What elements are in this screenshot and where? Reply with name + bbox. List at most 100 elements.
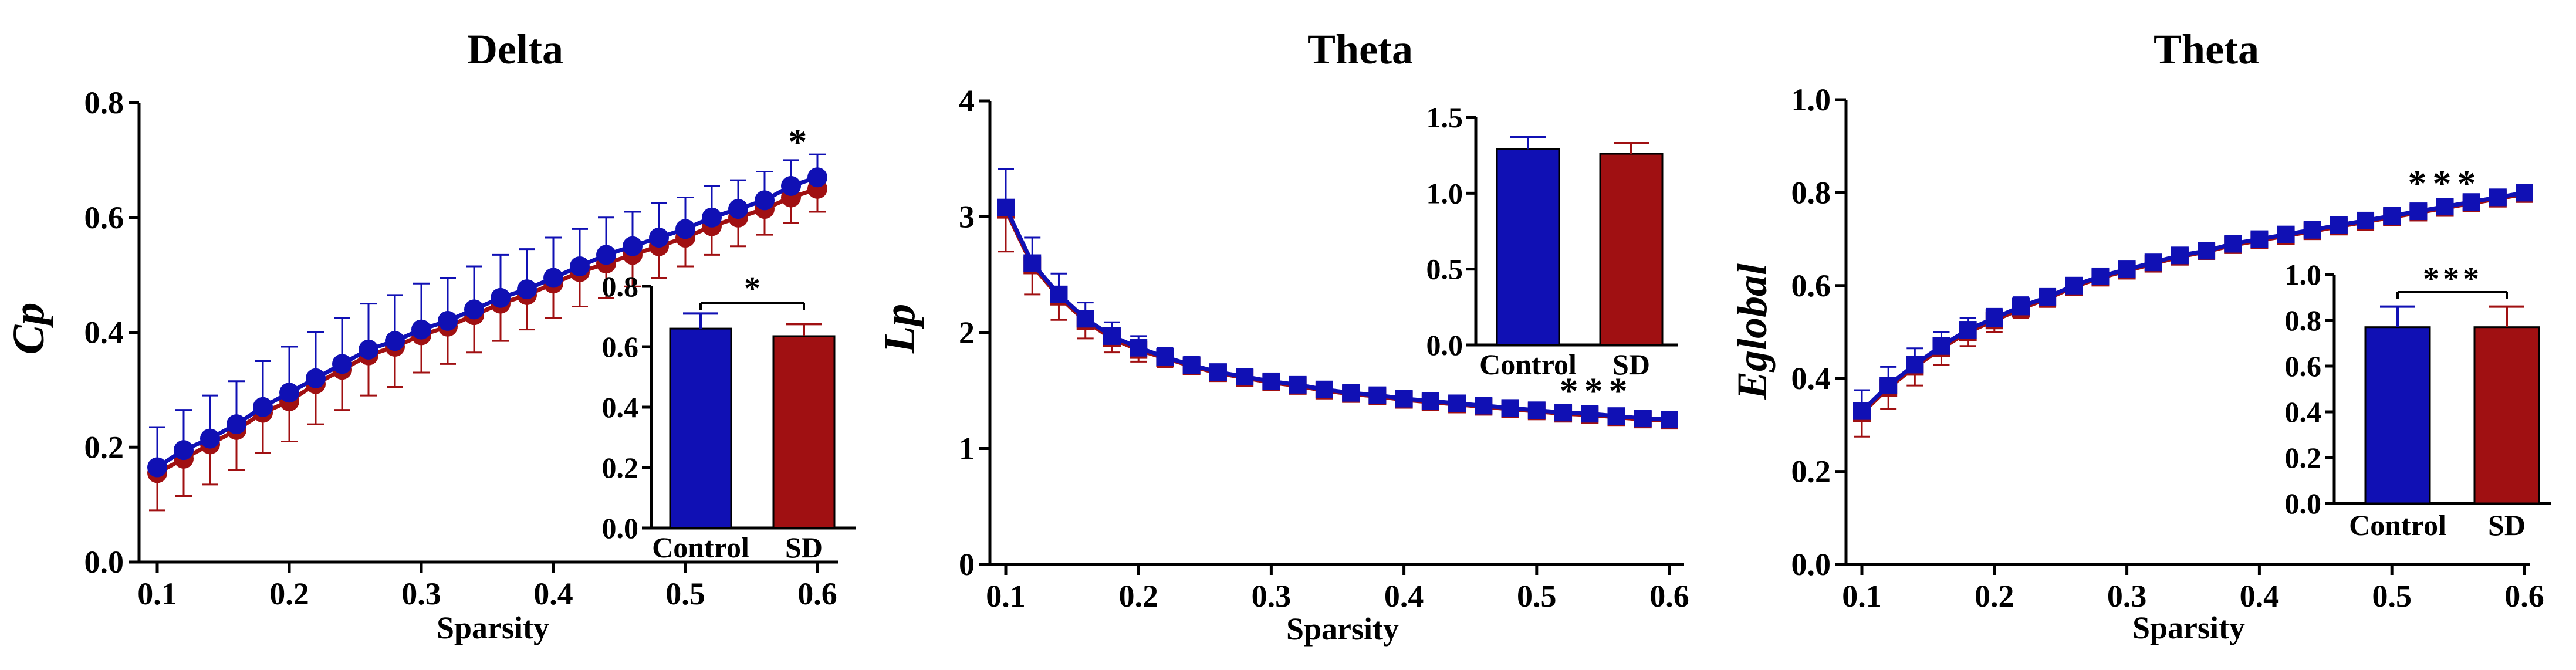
inset-category-label-sd: SD bbox=[2488, 509, 2526, 542]
y-tick-label: 0.6 bbox=[84, 200, 124, 235]
data-point bbox=[2489, 188, 2507, 207]
data-point bbox=[2250, 230, 2269, 248]
data-point bbox=[1932, 337, 1950, 355]
data-point bbox=[1289, 375, 1307, 394]
data-point bbox=[1581, 405, 1599, 423]
data-point bbox=[2357, 211, 2375, 229]
y-tick-label: 0.4 bbox=[84, 315, 124, 350]
x-tick-label: 0.4 bbox=[2240, 578, 2280, 614]
y-tick-label: 1.0 bbox=[1791, 82, 1831, 117]
data-point bbox=[174, 440, 194, 461]
inset-y-tick-label: 0.0 bbox=[602, 512, 639, 544]
x-tick-label: 0.4 bbox=[1384, 578, 1424, 614]
data-point bbox=[359, 339, 378, 360]
data-point bbox=[2171, 246, 2189, 265]
x-tick-label: 0.2 bbox=[1975, 578, 2014, 614]
data-point bbox=[2012, 297, 2030, 316]
panel-theta-eglobal: Theta Eglobal Sparsity 0.0 0.2 0.4 0.6 0.8 1.… bbox=[1729, 26, 2551, 645]
chart-title: Delta bbox=[467, 26, 563, 73]
data-point bbox=[491, 287, 511, 308]
data-point bbox=[147, 457, 167, 478]
data-point bbox=[2383, 207, 2401, 225]
data-point bbox=[517, 279, 537, 300]
inset-y-tick-label: 0.5 bbox=[1426, 253, 1463, 286]
data-point bbox=[2144, 253, 2162, 272]
data-point bbox=[306, 368, 326, 388]
data-point bbox=[2516, 184, 2533, 202]
x-tick-label: 0.1 bbox=[137, 576, 177, 611]
data-point bbox=[2118, 260, 2136, 279]
inset-bar-control bbox=[1496, 148, 1560, 346]
inset-category-label-sd: SD bbox=[1612, 348, 1650, 381]
inset-y-tick-label: 0.6 bbox=[602, 330, 639, 363]
y-axis-label: Cp bbox=[4, 303, 53, 355]
series-control bbox=[997, 168, 1678, 429]
data-point bbox=[781, 175, 801, 196]
x-tick-label: 0.5 bbox=[665, 576, 705, 611]
y-tick-label: 0 bbox=[959, 547, 975, 582]
data-point bbox=[385, 331, 405, 351]
inset-category-label-control: Control bbox=[1479, 348, 1577, 381]
data-point bbox=[411, 319, 431, 340]
inset-y-tick-label: 0.2 bbox=[2285, 441, 2322, 474]
inset-y-tick-label: 0.4 bbox=[602, 391, 639, 424]
data-point bbox=[2224, 235, 2242, 253]
data-point bbox=[1879, 377, 1898, 395]
y-axis-label: Lp bbox=[875, 304, 924, 354]
data-point bbox=[2039, 288, 2057, 306]
chart-title: Theta bbox=[1307, 26, 1413, 73]
data-point bbox=[702, 207, 722, 228]
data-point bbox=[997, 198, 1015, 216]
data-point bbox=[1182, 356, 1201, 374]
data-point bbox=[2303, 221, 2321, 239]
data-point bbox=[279, 383, 299, 403]
y-tick-label: 0.4 bbox=[1791, 361, 1831, 396]
significance-annotation: *** bbox=[1560, 370, 1634, 411]
x-tick-label: 0.5 bbox=[1517, 578, 1557, 614]
y-tick-label: 1 bbox=[959, 431, 975, 466]
x-tick-label: 0.6 bbox=[1649, 578, 1689, 614]
data-point bbox=[728, 199, 748, 219]
data-point bbox=[1906, 356, 1924, 374]
inset-y-tick-label: 1.0 bbox=[1426, 177, 1463, 209]
inset-bar-chart: 0.0 0.5 1.0 1.5 Control SD bbox=[1426, 101, 1678, 381]
x-tick-label: 0.6 bbox=[2504, 578, 2544, 614]
data-point bbox=[1209, 363, 1227, 381]
data-point bbox=[570, 256, 590, 276]
inset-significance-bracket bbox=[699, 302, 805, 310]
inset-significance-bracket bbox=[2396, 291, 2508, 299]
data-point bbox=[1853, 402, 1871, 420]
y-tick-label: 2 bbox=[959, 315, 975, 350]
inset-category-label-control: Control bbox=[2349, 509, 2446, 542]
data-point bbox=[2198, 242, 2216, 260]
data-point bbox=[1315, 380, 1333, 398]
data-point bbox=[543, 268, 563, 288]
data-point bbox=[623, 236, 643, 256]
data-point bbox=[1262, 372, 1280, 390]
inset-bar-chart: 0.0 0.2 0.4 0.6 0.8 Control SD * bbox=[602, 270, 856, 564]
data-point bbox=[1959, 321, 1977, 339]
y-tick-label: 0.2 bbox=[84, 429, 124, 465]
x-axis-label: Sparsity bbox=[2132, 610, 2245, 645]
data-point bbox=[1448, 394, 1466, 412]
x-tick-label: 0.5 bbox=[2372, 578, 2412, 614]
data-point bbox=[1527, 401, 1546, 419]
data-point bbox=[1076, 310, 1094, 328]
y-tick-label: 0.0 bbox=[1791, 547, 1831, 582]
series-control bbox=[147, 153, 827, 478]
y-axis-label: Eglobal bbox=[1729, 263, 1776, 400]
x-tick-label: 0.1 bbox=[986, 578, 1026, 614]
data-point bbox=[1501, 399, 1519, 417]
x-tick-label: 0.3 bbox=[2107, 578, 2147, 614]
data-point bbox=[200, 428, 220, 449]
inset-bar-chart: 0.0 0.2 0.4 0.6 0.8 1.0 Control SD *** bbox=[2285, 258, 2551, 542]
x-tick-label: 0.3 bbox=[1252, 578, 1292, 614]
data-point bbox=[2409, 202, 2428, 221]
data-point bbox=[227, 414, 246, 435]
data-point bbox=[1368, 386, 1387, 404]
significance-annotation: * bbox=[788, 121, 807, 163]
data-point bbox=[1607, 407, 1625, 425]
data-point bbox=[1634, 410, 1652, 428]
